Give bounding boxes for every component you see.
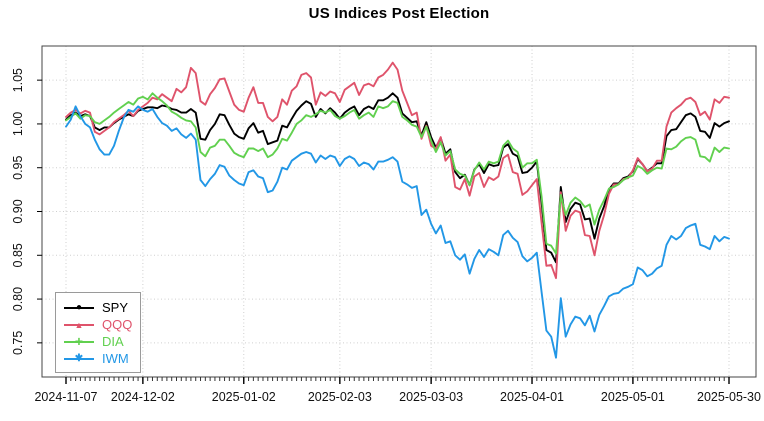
x-tick-label: 2024-12-02	[111, 390, 175, 404]
y-tick-label: 0.75	[11, 331, 25, 355]
series-line-dia	[65, 92, 730, 255]
iwm-line-sample: ✱	[64, 353, 94, 365]
x-tick-label: 2025-02-03	[308, 390, 372, 404]
legend-item-qqq: ▲ QQQ	[64, 316, 132, 333]
x-tick-label: 2025-03-03	[399, 390, 463, 404]
spy-circle-marker-icon: ●	[75, 301, 83, 313]
x-tick-label: 2024-11-07	[34, 390, 97, 404]
x-tick-label: 2025-05-01	[601, 390, 665, 404]
y-tick-label: 1.05	[11, 68, 25, 92]
series-line-qqq	[65, 61, 730, 280]
y-tick-label: 1.00	[11, 112, 25, 136]
series-line-spy	[65, 92, 730, 264]
chart-title: US Indices Post Election	[308, 5, 490, 22]
iwm-asterisk-marker-icon: ✱	[74, 352, 84, 364]
x-tick-label: 2025-05-30	[697, 390, 761, 404]
x-tick-label: 2025-04-01	[500, 390, 564, 404]
legend-label-dia: DIA	[102, 334, 124, 349]
y-tick-label: 0.80	[11, 287, 25, 311]
spy-line-sample: ●	[64, 302, 94, 314]
legend: ● SPY ▲ QQQ + DIA ✱ IWM	[55, 292, 141, 373]
legend-label-spy: SPY	[102, 300, 129, 315]
y-tick-label: 0.90	[11, 199, 25, 223]
y-tick-label: 0.85	[11, 243, 25, 267]
qqq-line-sample: ▲	[64, 319, 94, 331]
legend-label-qqq: QQQ	[102, 317, 133, 332]
dia-plus-marker-icon: +	[74, 332, 84, 349]
series-line-iwm	[65, 105, 730, 359]
legend-item-iwm: ✱ IWM	[64, 350, 132, 367]
x-tick-label: 2025-01-02	[212, 390, 276, 404]
dia-line-sample: +	[64, 332, 94, 349]
legend-item-spy: ● SPY	[64, 299, 132, 316]
legend-item-dia: + DIA	[64, 333, 132, 350]
qqq-triangle-marker-icon: ▲	[74, 319, 84, 330]
legend-label-iwm: IWM	[102, 351, 129, 366]
y-tick-label: 0.95	[11, 156, 25, 180]
